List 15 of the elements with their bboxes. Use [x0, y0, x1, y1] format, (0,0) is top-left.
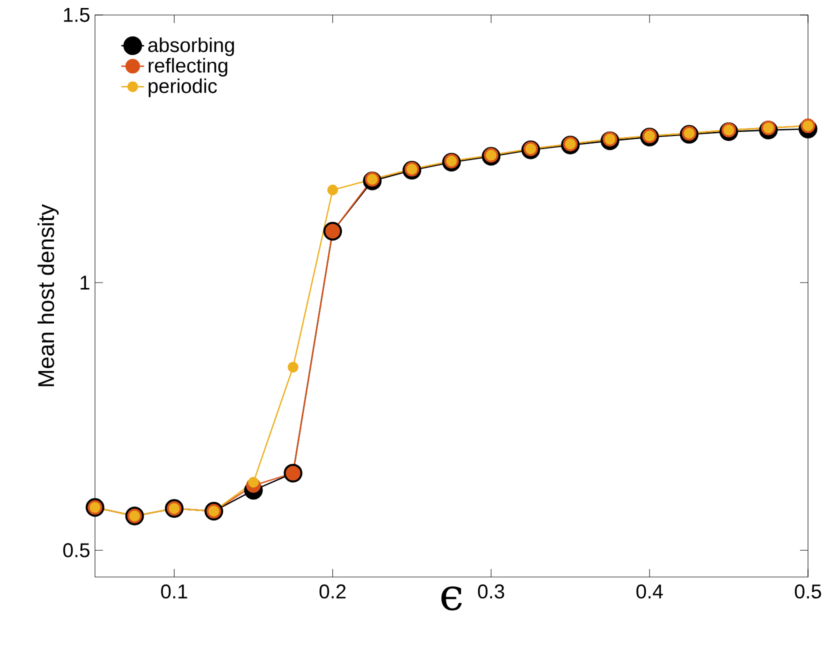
x-tick-label: 0.1	[161, 584, 188, 599]
x-tick-label: 0.5	[794, 584, 822, 599]
point	[327, 184, 338, 196]
point	[288, 362, 298, 373]
x-axis-title: ϵ	[441, 586, 462, 610]
x-tick-label: 0.4	[636, 584, 663, 599]
x-tick-label: 0.2	[320, 584, 346, 599]
legend-label: absorbing	[148, 37, 234, 56]
y-axis-title: Mean host density	[38, 204, 59, 386]
x-tick-label: 0.3	[478, 584, 504, 599]
y-tick-label: 0.5	[63, 543, 90, 558]
y-tick-label: 1.5	[64, 8, 90, 22]
legend-label: reflecting	[148, 58, 228, 77]
legend-label: periodic	[148, 78, 217, 98]
y-tick-label: 1	[80, 276, 90, 290]
